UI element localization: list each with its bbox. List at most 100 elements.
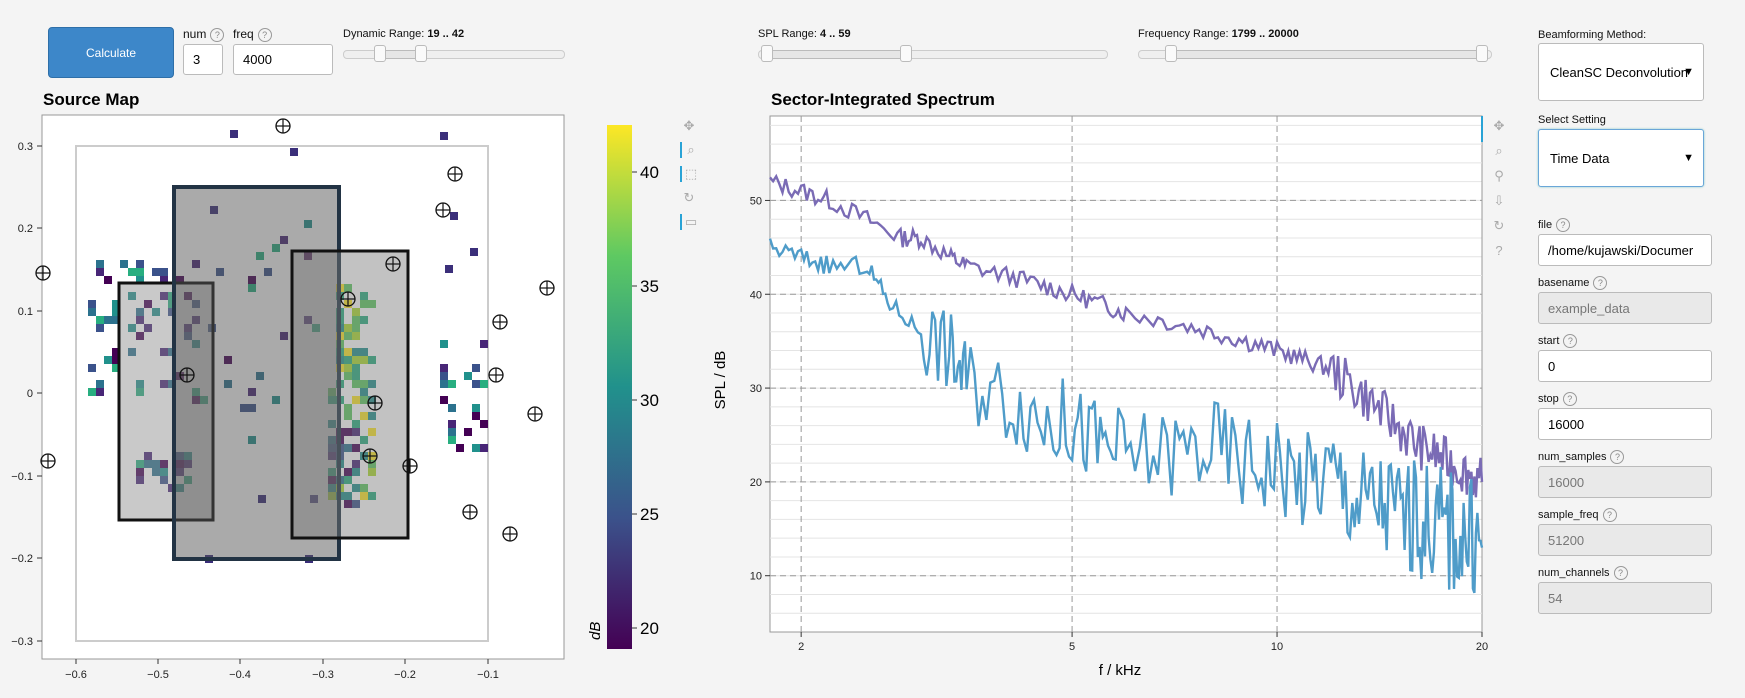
colorbar	[607, 125, 632, 649]
sector-rect[interactable]	[290, 249, 410, 540]
slider-handle-high[interactable]	[900, 45, 912, 62]
series-line-1	[769, 173, 1484, 498]
x-tick-label: −0.1	[477, 669, 499, 681]
y-tick-label: 0.2	[18, 223, 33, 235]
help-icon[interactable]: ?	[1495, 243, 1503, 258]
help-icon[interactable]: ?	[1593, 276, 1608, 290]
y-tick-label: 0	[27, 388, 33, 400]
freq-input[interactable]: 4000	[233, 44, 333, 75]
freq-label: freq?	[233, 27, 272, 42]
hover-icon[interactable]: ▭	[680, 214, 700, 230]
x-tick-label: −0.4	[229, 669, 251, 681]
x-tick-label: −0.3	[312, 669, 334, 681]
x-tick-label: 5	[1069, 641, 1075, 653]
spl-range-label: SPL Range: 4 .. 59	[758, 28, 851, 40]
move-icon[interactable]: ✥	[1493, 118, 1505, 133]
microphone-markers	[35, 118, 555, 542]
help-icon[interactable]: ?	[210, 27, 225, 42]
field-label-start: start?	[1538, 334, 1578, 348]
y-axis-label: SPL / dB	[712, 351, 729, 410]
slider-handle-low[interactable]	[761, 45, 773, 62]
field-input-file[interactable]: /home/kujawski/Documer	[1538, 234, 1712, 266]
y-tick-label: −0.1	[11, 471, 33, 483]
zoom-icon[interactable]: ⌕	[1495, 143, 1503, 158]
field-label-sample-freq: sample_freq?	[1538, 508, 1617, 522]
x-tick-label: 2	[798, 641, 804, 653]
colorbar-tick-label: 35	[640, 277, 659, 296]
x-tick-label: −0.6	[65, 669, 87, 681]
y-tick-label: 50	[750, 195, 762, 207]
field-input-sample-freq: 51200	[1538, 524, 1712, 556]
save-icon[interactable]: ⇩	[1493, 193, 1505, 208]
spectrum-plot[interactable]: 10 20 30 40 50 2 5 10 20 f / kHz SPL / dB	[700, 100, 1500, 680]
y-tick-label: −0.2	[11, 553, 33, 565]
wheel-zoom-icon[interactable]: ⌕	[680, 142, 700, 158]
help-icon[interactable]: ?	[1562, 392, 1577, 406]
help-icon[interactable]: ?	[1610, 450, 1625, 464]
num-label: num?	[183, 27, 225, 42]
method-label: Beamforming Method:	[1538, 29, 1647, 41]
reset-icon[interactable]: ↻	[683, 190, 695, 205]
wheel-zoom-icon[interactable]: ⚲	[1494, 168, 1504, 183]
dynamic-range-slider[interactable]	[343, 45, 565, 62]
move-icon[interactable]: ✥	[683, 118, 695, 133]
help-icon[interactable]: ?	[1556, 218, 1571, 232]
x-axis: −0.6 −0.5 −0.4 −0.3 −0.2 −0.1	[65, 659, 499, 681]
source-map-title: Source Map	[43, 90, 140, 109]
y-tick-label: 40	[750, 289, 762, 301]
spectrum-toolbar: ✥ ⌕ ⚲ ⇩ ↻ ?	[1490, 118, 1508, 258]
field-input-stop[interactable]: 16000	[1538, 408, 1712, 440]
setting-label: Select Setting	[1538, 114, 1606, 126]
x-tick-label: 10	[1271, 641, 1283, 653]
dynamic-range-label: Dynamic Range: 19 .. 42	[343, 28, 465, 40]
slider-handle-low[interactable]	[374, 45, 386, 62]
help-icon[interactable]: ?	[1613, 566, 1628, 580]
field-input-start[interactable]: 0	[1538, 350, 1712, 382]
colorbar-label: dB	[587, 622, 604, 640]
method-select[interactable]: CleanSC Deconvolution ▼	[1538, 43, 1704, 101]
spl-range-slider[interactable]	[758, 45, 1108, 62]
field-input-num-channels: 54	[1538, 582, 1712, 614]
chevron-down-icon: ▼	[1683, 66, 1694, 78]
y-tick-label: 0.1	[18, 306, 33, 318]
calculate-button[interactable]: Calculate	[48, 27, 174, 78]
colorbar-ticks: 40 35 30 25 20	[632, 163, 659, 638]
field-label-num-channels: num_channels?	[1538, 566, 1628, 580]
field-input-num-samples: 16000	[1538, 466, 1712, 498]
y-axis: 0.3 0.2 0.1 0 −0.1 −0.2 −0.3	[11, 141, 42, 648]
spectrum-title: Sector-Integrated Spectrum	[771, 90, 995, 109]
frequency-range-label: Frequency Range: 1799 .. 20000	[1138, 28, 1299, 40]
y-tick-label: 0.3	[18, 141, 33, 153]
slider-handle-high[interactable]	[415, 45, 427, 62]
series-line-2	[768, 238, 1484, 594]
slider-handle-low[interactable]	[1165, 45, 1177, 62]
box-select-icon[interactable]: ⬚	[680, 166, 700, 182]
reset-icon[interactable]: ↻	[1493, 218, 1505, 233]
slider-handle-high[interactable]	[1476, 45, 1488, 62]
field-label-num-samples: num_samples?	[1538, 450, 1625, 464]
y-tick-label: −0.3	[11, 636, 33, 648]
colorbar-tick-label: 30	[640, 391, 659, 410]
field-label-basename: basename?	[1538, 276, 1608, 290]
colorbar-tick-label: 20	[640, 619, 659, 638]
field-input-basename: example_data	[1538, 292, 1712, 324]
map-boundary	[75, 145, 489, 642]
x-axis-label: f / kHz	[1099, 662, 1142, 679]
help-icon[interactable]: ?	[1602, 508, 1617, 522]
field-label-file: file?	[1538, 218, 1571, 232]
x-tick-label: 20	[1476, 641, 1488, 653]
help-icon[interactable]: ?	[257, 27, 272, 42]
source-map-plot[interactable]: −0.6 −0.5 −0.4 −0.3 −0.2 −0.1 0.30.20.10−0.1−…	[0, 100, 690, 698]
chevron-down-icon: ▼	[1683, 152, 1694, 164]
y-tick-label: 30	[750, 383, 762, 395]
y-tick-label: 20	[750, 477, 762, 489]
x-tick-label: −0.2	[394, 669, 416, 681]
colorbar-tick-label: 40	[640, 163, 659, 182]
setting-select[interactable]: Time Data ▼	[1538, 129, 1704, 187]
colorbar-tick-label: 25	[640, 505, 659, 524]
frequency-range-slider[interactable]	[1138, 45, 1492, 62]
y-tick-label: 10	[750, 571, 762, 583]
num-input[interactable]: 3	[183, 44, 223, 75]
sector-rect[interactable]	[172, 185, 341, 561]
help-icon[interactable]: ?	[1563, 334, 1578, 348]
